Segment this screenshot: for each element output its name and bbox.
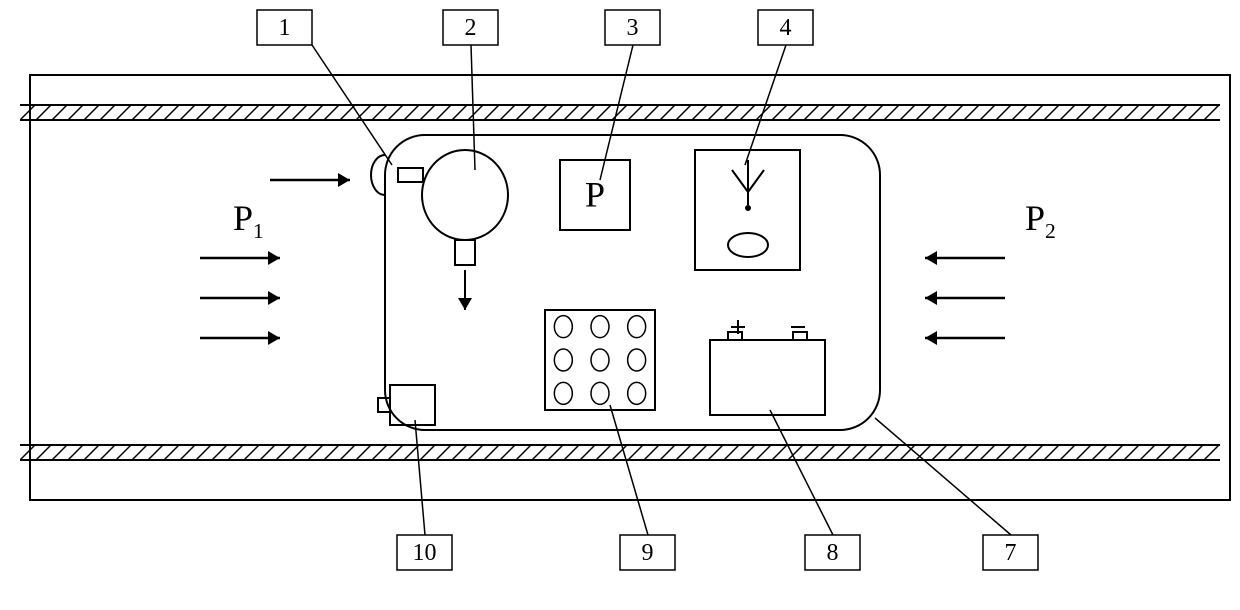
svg-text:4: 4 xyxy=(780,15,792,41)
svg-text:9: 9 xyxy=(642,540,654,566)
svg-text:P2: P2 xyxy=(1025,198,1056,243)
svg-text:P: P xyxy=(585,174,605,214)
svg-text:7: 7 xyxy=(1005,540,1017,566)
svg-text:2: 2 xyxy=(465,15,477,41)
svg-text:1: 1 xyxy=(279,15,291,41)
svg-text:8: 8 xyxy=(827,540,839,566)
svg-text:P1: P1 xyxy=(233,198,264,243)
svg-text:3: 3 xyxy=(627,15,639,41)
svg-text:10: 10 xyxy=(413,540,437,566)
